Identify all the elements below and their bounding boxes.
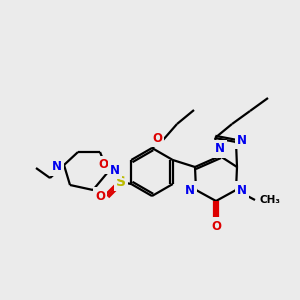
Text: CH₃: CH₃ <box>260 195 281 205</box>
Text: O: O <box>211 220 221 232</box>
Text: N: N <box>215 142 225 155</box>
Text: N: N <box>237 184 247 196</box>
Text: N: N <box>52 160 62 173</box>
Text: N: N <box>110 164 120 176</box>
Text: O: O <box>152 131 162 145</box>
Text: O: O <box>95 190 105 202</box>
Text: N: N <box>237 134 247 146</box>
Text: O: O <box>98 158 108 172</box>
Text: S: S <box>116 175 126 189</box>
Text: N: N <box>185 184 195 196</box>
